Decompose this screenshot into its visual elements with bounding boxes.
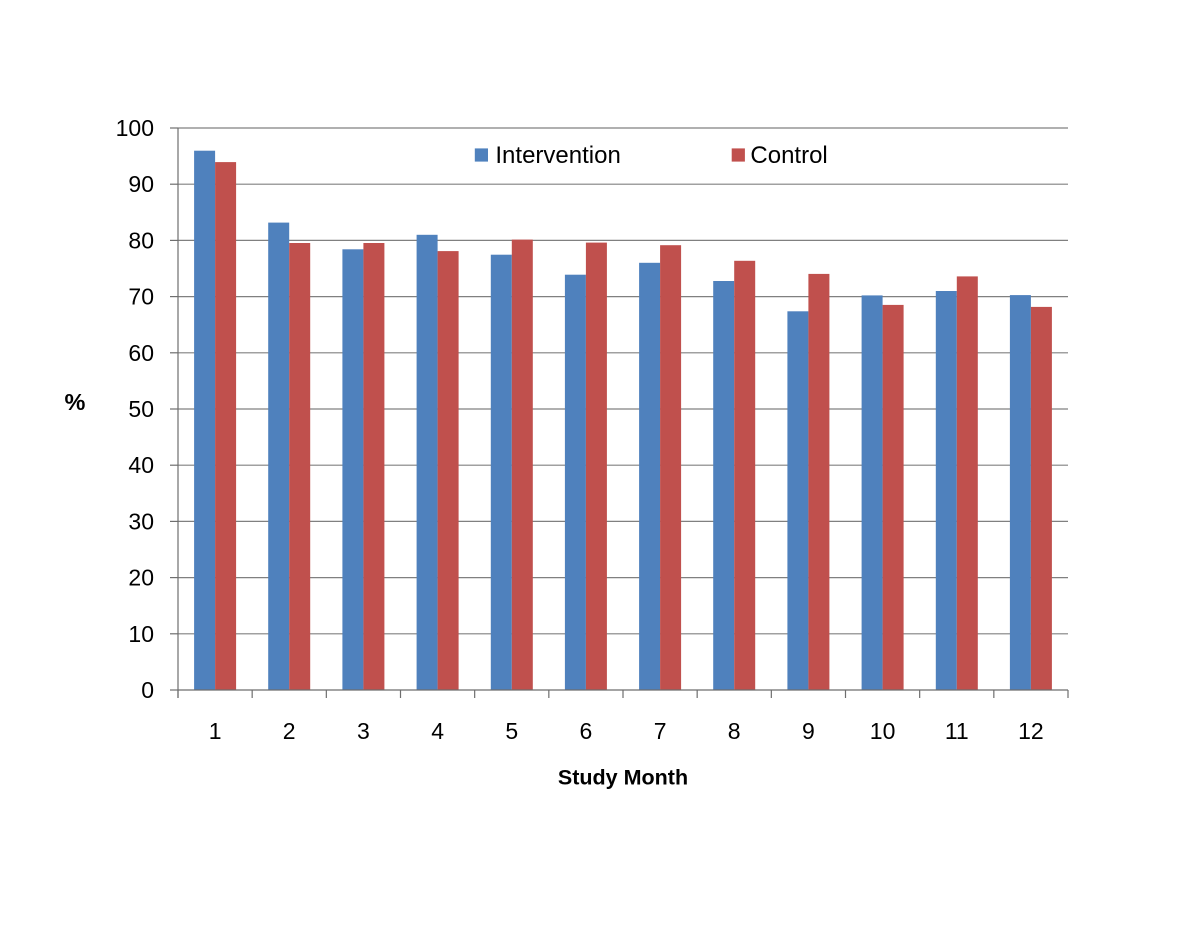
svg-text:Control: Control: [750, 142, 827, 169]
svg-text:Study Month: Study Month: [558, 766, 688, 790]
svg-text:10: 10: [128, 621, 154, 647]
svg-text:0: 0: [141, 677, 154, 703]
svg-text:Intervention: Intervention: [495, 142, 620, 169]
svg-text:3: 3: [357, 718, 370, 744]
svg-text:11: 11: [945, 718, 969, 744]
svg-text:7: 7: [654, 718, 667, 744]
svg-text:1: 1: [209, 718, 222, 744]
svg-text:90: 90: [128, 171, 154, 197]
svg-text:12: 12: [1018, 718, 1044, 744]
svg-text:50: 50: [128, 396, 154, 422]
svg-text:5: 5: [505, 718, 518, 744]
svg-text:20: 20: [128, 565, 154, 591]
svg-text:%: %: [65, 389, 86, 415]
svg-text:40: 40: [128, 452, 154, 478]
svg-text:8: 8: [728, 718, 741, 744]
svg-text:2: 2: [283, 718, 296, 744]
svg-text:60: 60: [128, 340, 154, 366]
svg-text:9: 9: [802, 718, 815, 744]
svg-text:10: 10: [870, 718, 896, 744]
svg-text:80: 80: [128, 227, 154, 253]
svg-text:30: 30: [128, 508, 154, 534]
svg-text:70: 70: [128, 284, 154, 310]
svg-text:100: 100: [116, 115, 154, 141]
svg-text:4: 4: [431, 718, 444, 744]
svg-text:6: 6: [580, 718, 593, 744]
